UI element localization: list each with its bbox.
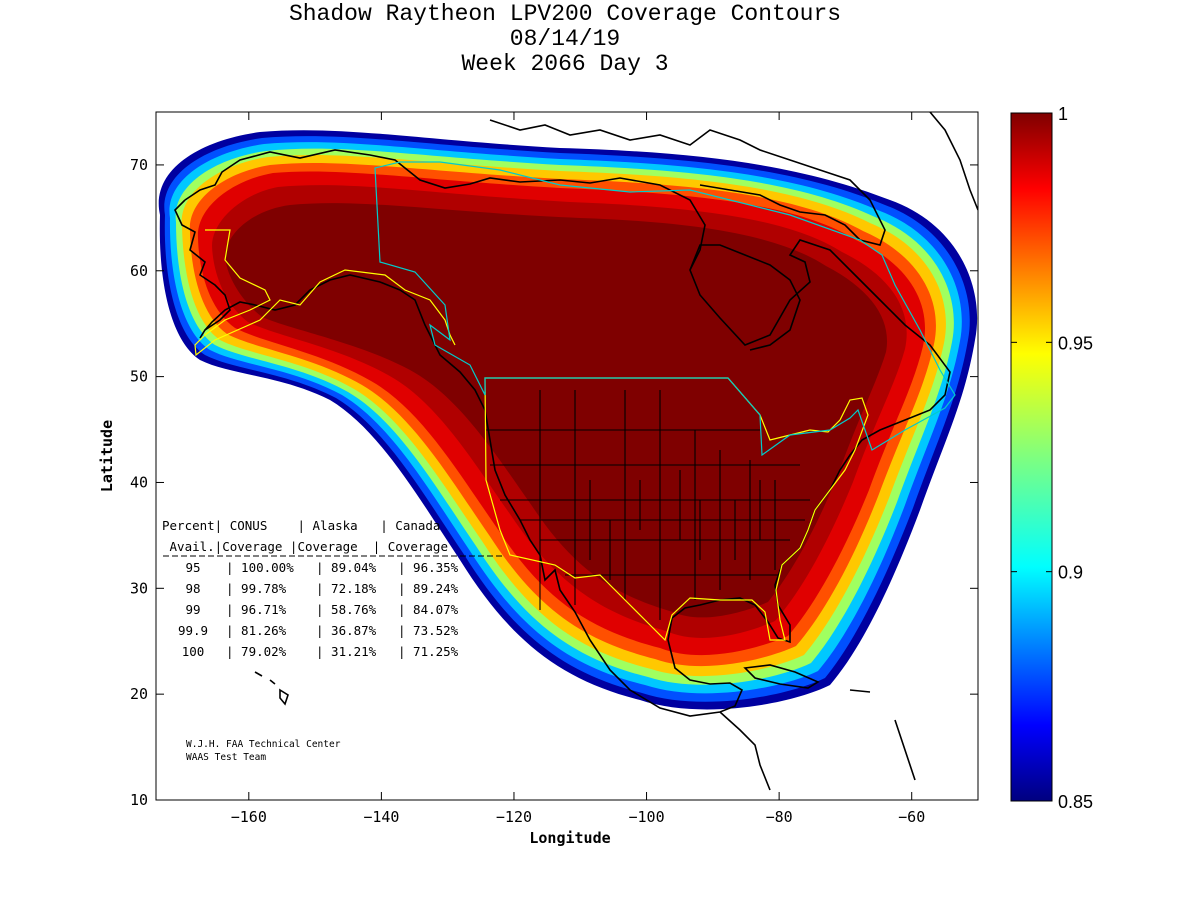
x-tick-label: −60 xyxy=(898,808,925,826)
y-tick-label: 10 xyxy=(130,791,148,809)
table-cell-alaska: | 36.87% xyxy=(316,623,377,638)
table-cell-alaska: | 89.04% xyxy=(316,560,377,575)
y-tick-label: 60 xyxy=(130,262,148,280)
table-cell-canada: | 96.35% xyxy=(398,560,459,575)
table-cell-conus: | 81.26% xyxy=(226,623,287,638)
table-cell-conus: | 100.00% xyxy=(226,560,294,575)
x-tick-label: −100 xyxy=(628,808,664,826)
plot-frame xyxy=(155,111,979,801)
colorbar-tick-label: 0.85 xyxy=(1058,792,1093,812)
table-cell-alaska: | 58.76% xyxy=(316,602,377,617)
coastline-central-america xyxy=(719,711,771,791)
table-cell-alaska: | 31.21% xyxy=(316,644,377,659)
coastline-caribbean xyxy=(849,689,916,781)
colorbar-tick-label: 1 xyxy=(1058,104,1068,124)
coverage-table: Percent| CONUS | Alaska | Canada Avail.|… xyxy=(162,518,502,659)
y-tick-label: 40 xyxy=(130,473,148,491)
x-axis-label: Longitude xyxy=(529,829,610,847)
y-axis-label: Latitude xyxy=(98,420,116,492)
y-axis: 10 20 30 40 50 60 70 xyxy=(130,156,978,809)
coastline-arctic-islands xyxy=(489,119,886,246)
state-boundaries xyxy=(485,390,810,620)
coastline-hudson-bay xyxy=(689,244,801,351)
coastline-greenland xyxy=(929,112,978,211)
colorbar-tick-label: 0.95 xyxy=(1058,333,1093,353)
y-tick-label: 30 xyxy=(130,579,148,597)
colorbar-tick-label: 0.9 xyxy=(1058,563,1083,583)
state-grid-lines xyxy=(485,390,810,620)
contour-band-100 xyxy=(225,203,888,618)
alaska-service-boundary xyxy=(194,229,456,357)
credit-line-1: W.J.H. FAA Technical Center xyxy=(186,739,341,750)
table-cell-avail: 98 xyxy=(185,581,200,596)
colorbar xyxy=(1010,112,1053,802)
conus-service-boundary xyxy=(484,377,869,642)
x-tick-label: −160 xyxy=(231,808,267,826)
table-cell-avail: 99 xyxy=(185,602,200,617)
table-header-row-1: Percent| CONUS | Alaska | Canada xyxy=(162,518,440,533)
credit-line-2: WAAS Test Team xyxy=(186,752,266,763)
coastline-cuba xyxy=(743,664,820,689)
table-header-row-2: Avail.|Coverage |Coverage | Coverage xyxy=(162,539,448,554)
table-cell-avail: 100 xyxy=(182,644,205,659)
table-cell-canada: | 89.24% xyxy=(398,581,459,596)
coastline-hawaii xyxy=(254,671,289,706)
table-cell-conus: | 99.78% xyxy=(226,581,287,596)
coverage-contours xyxy=(158,130,978,710)
table-cell-canada: | 73.52% xyxy=(398,623,459,638)
x-tick-label: −140 xyxy=(363,808,399,826)
chart-title-line-3: Week 2066 Day 3 xyxy=(461,51,669,77)
colorbar-ticks: 0.85 0.9 0.95 1 xyxy=(1011,104,1093,812)
table-cell-canada: | 71.25% xyxy=(398,644,459,659)
x-tick-label: −120 xyxy=(496,808,532,826)
coastline-alaska-west xyxy=(174,199,231,339)
x-tick-label: −80 xyxy=(766,808,793,826)
table-cell-avail: 99.9 xyxy=(178,623,208,638)
x-axis: −160 −140 −120 −100 −80 −60 xyxy=(231,112,925,826)
table-cell-conus: | 79.02% xyxy=(226,644,287,659)
canada-service-boundary xyxy=(374,161,956,457)
y-tick-label: 50 xyxy=(130,368,148,386)
table-cell-conus: | 96.71% xyxy=(226,602,287,617)
y-tick-label: 20 xyxy=(130,685,148,703)
table-cell-alaska: | 72.18% xyxy=(316,581,377,596)
table-cell-avail: 95 xyxy=(185,560,200,575)
table-cell-canada: | 84.07% xyxy=(398,602,459,617)
y-tick-label: 70 xyxy=(130,156,148,174)
chart-title-line-1: Shadow Raytheon LPV200 Coverage Contours xyxy=(288,1,842,27)
chart-title-line-2: 08/14/19 xyxy=(509,26,621,52)
